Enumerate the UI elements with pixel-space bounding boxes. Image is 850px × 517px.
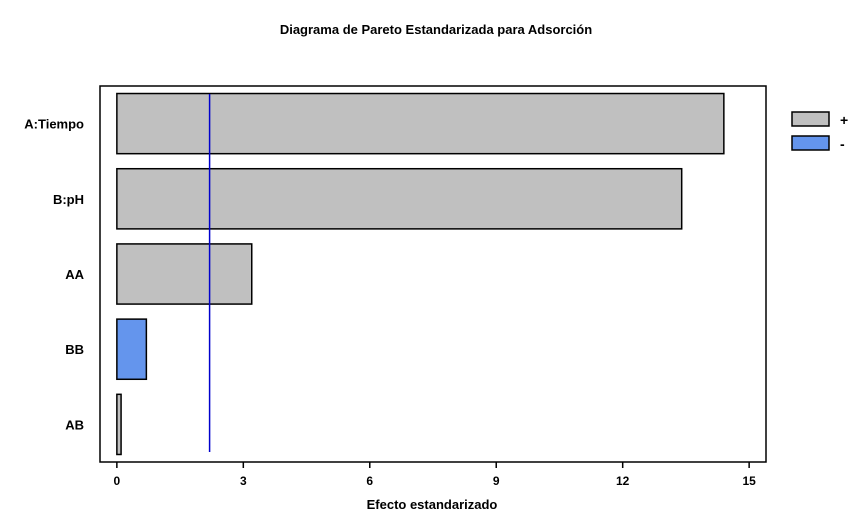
bars-group [116,92,725,456]
x-axis-ticks: 0 3 6 9 12 15 [114,462,756,488]
legend-label: + [840,112,848,128]
category-label: AB [65,417,84,432]
category-labels: A:Tiempo B:pH AA BB AB [24,117,84,433]
legend: +- [791,111,848,152]
bar-bb [116,318,148,381]
category-label: A:Tiempo [24,117,84,132]
plot-frame [99,85,767,463]
chart-title: Diagrama de Pareto Estandarizada para Ad… [280,22,592,37]
bar-b-ph [116,167,683,230]
category-label: AA [65,267,84,282]
x-tick-label: 0 [114,474,121,488]
legend-swatch [791,111,830,127]
category-label: B:pH [53,192,84,207]
legend-swatch [791,135,830,151]
bar-a-tiempo [116,92,725,155]
x-tick-label: 15 [742,474,756,488]
x-axis-label: Efecto estandarizado [367,497,498,512]
bar-ab [116,393,122,456]
x-tick-label: 12 [616,474,630,488]
bar-aa [116,243,253,305]
category-label: BB [65,342,84,357]
legend-label: - [840,136,845,152]
x-tick-label: 3 [240,474,247,488]
x-tick-label: 9 [493,474,500,488]
x-tick-label: 6 [366,474,373,488]
